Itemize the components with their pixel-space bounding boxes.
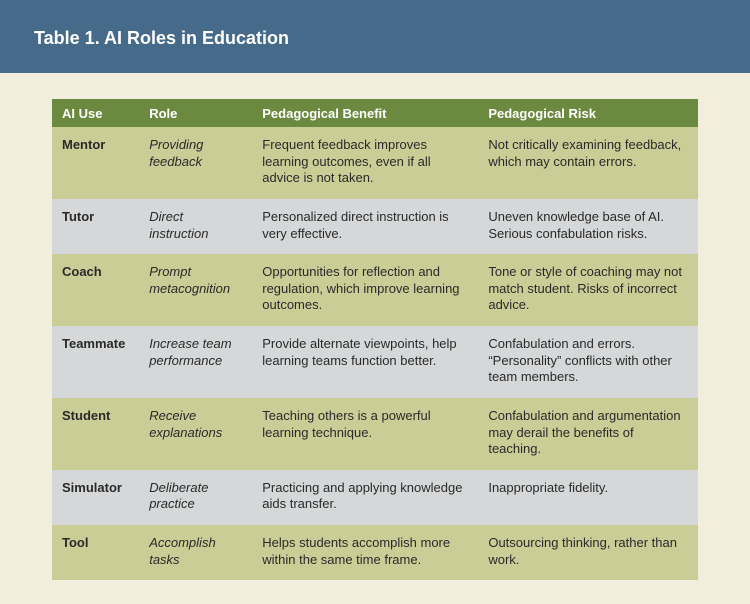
cell-role: Deliberate practice — [139, 470, 252, 525]
table-body: Mentor Providing feedback Frequent feedb… — [52, 127, 698, 580]
cell-risk: Inappropriate fidelity. — [478, 470, 698, 525]
cell-risk: Tone or style of coaching may not match … — [478, 254, 698, 326]
cell-benefit: Personalized direct instruction is very … — [252, 199, 478, 254]
cell-ai-use: Mentor — [52, 127, 139, 199]
cell-risk: Uneven knowledge base of AI. Serious con… — [478, 199, 698, 254]
cell-ai-use: Simulator — [52, 470, 139, 525]
cell-benefit: Opportunities for reflection and regulat… — [252, 254, 478, 326]
cell-ai-use: Coach — [52, 254, 139, 326]
table-row: Simulator Deliberate practice Practicing… — [52, 470, 698, 525]
page-title: Table 1. AI Roles in Education — [34, 28, 716, 49]
cell-risk: Confabulation and argumentation may dera… — [478, 398, 698, 470]
table-row: Mentor Providing feedback Frequent feedb… — [52, 127, 698, 199]
table-container: AI Use Role Pedagogical Benefit Pedagogi… — [0, 73, 750, 600]
table-row: Teammate Increase team performance Provi… — [52, 326, 698, 398]
cell-benefit: Helps students accomplish more within th… — [252, 525, 478, 580]
cell-role: Receive explanations — [139, 398, 252, 470]
cell-ai-use: Student — [52, 398, 139, 470]
cell-ai-use: Tool — [52, 525, 139, 580]
table-row: Student Receive explanations Teaching ot… — [52, 398, 698, 470]
cell-ai-use: Teammate — [52, 326, 139, 398]
cell-role: Increase team performance — [139, 326, 252, 398]
cell-role: Prompt metacognition — [139, 254, 252, 326]
cell-risk: Not critically examining feedback, which… — [478, 127, 698, 199]
table-row: Tool Accomplish tasks Helps students acc… — [52, 525, 698, 580]
col-header-ai-use: AI Use — [52, 99, 139, 127]
cell-role: Accomplish tasks — [139, 525, 252, 580]
cell-risk: Confabulation and errors. “Personality” … — [478, 326, 698, 398]
cell-benefit: Practicing and applying knowledge aids t… — [252, 470, 478, 525]
cell-benefit: Provide alternate viewpoints, help learn… — [252, 326, 478, 398]
cell-benefit: Teaching others is a powerful learning t… — [252, 398, 478, 470]
col-header-risk: Pedagogical Risk — [478, 99, 698, 127]
cell-risk: Outsourcing thinking, rather than work. — [478, 525, 698, 580]
cell-role: Direct instruction — [139, 199, 252, 254]
header-bar: Table 1. AI Roles in Education — [0, 0, 750, 73]
col-header-benefit: Pedagogical Benefit — [252, 99, 478, 127]
table-header-row: AI Use Role Pedagogical Benefit Pedagogi… — [52, 99, 698, 127]
cell-benefit: Frequent feedback improves learning outc… — [252, 127, 478, 199]
ai-roles-table: AI Use Role Pedagogical Benefit Pedagogi… — [52, 99, 698, 580]
col-header-role: Role — [139, 99, 252, 127]
table-row: Tutor Direct instruction Personalized di… — [52, 199, 698, 254]
cell-ai-use: Tutor — [52, 199, 139, 254]
cell-role: Providing feedback — [139, 127, 252, 199]
table-row: Coach Prompt metacognition Opportunities… — [52, 254, 698, 326]
